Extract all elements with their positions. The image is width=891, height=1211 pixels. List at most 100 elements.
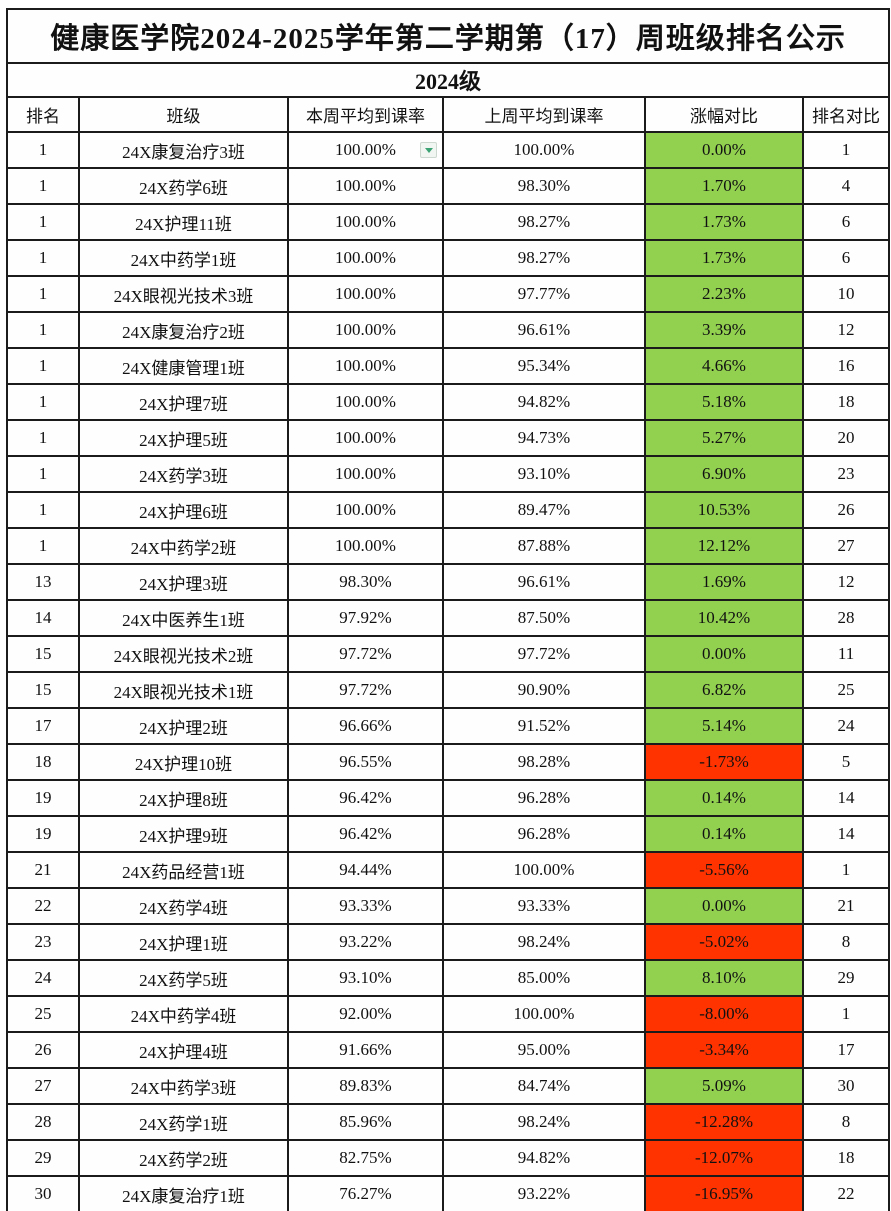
class-name-cell: 24X护理7班: [78, 383, 289, 421]
table-row: 1 24X药学3班 100.00% 93.10% 6.90% 23: [6, 455, 891, 493]
table-row: 22 24X药学4班 93.33% 93.33% 0.00% 21: [6, 887, 891, 925]
class-name-cell: 24X护理4班: [78, 1031, 289, 1069]
rank-cell: 17: [6, 707, 80, 745]
table-row: 1 24X康复治疗3班 100.00% 100.00% 0.00% 1: [6, 131, 891, 169]
rank-cell: 1: [6, 491, 80, 529]
this-week-rate-cell: 100.00%: [287, 311, 444, 349]
last-week-rate-cell: 98.27%: [442, 203, 646, 241]
table-body: 1 24X康复治疗3班 100.00% 100.00% 0.00% 1 1 24X药学6班 10…: [6, 131, 891, 1211]
rank-cell: 18: [6, 743, 80, 781]
rank-compare-cell: 29: [801, 959, 891, 997]
table-row: 1 24X中药学1班 100.00% 98.27% 1.73% 6: [6, 239, 891, 277]
last-week-rate-cell: 100.00%: [442, 995, 646, 1033]
rank-cell: 23: [6, 923, 80, 961]
class-name-cell: 24X护理5班: [78, 419, 289, 457]
change-cell: 12.12%: [644, 527, 804, 565]
rank-compare-cell: 18: [801, 383, 891, 421]
rank-compare-cell: 20: [801, 419, 891, 457]
class-name-cell: 24X药品经营1班: [78, 851, 289, 889]
class-name-cell: 24X健康管理1班: [78, 347, 289, 385]
table-row: 1 24X药学6班 100.00% 98.30% 1.70% 4: [6, 167, 891, 205]
table-row: 1 24X康复治疗2班 100.00% 96.61% 3.39% 12: [6, 311, 891, 349]
column-header: 排名对比: [801, 96, 891, 133]
change-cell: 3.39%: [644, 311, 804, 349]
page-title: 健康医学院2024-2025学年第二学期第（17）周班级排名公示: [5, 8, 891, 64]
rank-compare-cell: 1: [801, 851, 891, 889]
last-week-rate-cell: 94.73%: [442, 419, 646, 457]
rank-cell: 22: [6, 887, 80, 925]
last-week-rate-cell: 96.28%: [442, 815, 646, 853]
rank-compare-cell: 30: [801, 1067, 891, 1105]
this-week-rate-cell: 96.55%: [287, 743, 444, 781]
change-cell: 0.00%: [644, 635, 804, 673]
last-week-rate-cell: 98.24%: [442, 1103, 646, 1141]
rank-cell: 1: [6, 311, 80, 349]
filter-dropdown-icon[interactable]: [420, 142, 437, 158]
this-week-rate-cell: 100.00%: [287, 167, 444, 205]
column-header: 排名: [6, 96, 80, 133]
last-week-rate-cell: 90.90%: [442, 671, 646, 709]
class-name-cell: 24X护理6班: [78, 491, 289, 529]
rank-cell: 24: [6, 959, 80, 997]
change-cell: 1.69%: [644, 563, 804, 601]
change-cell: 6.82%: [644, 671, 804, 709]
last-week-rate-cell: 97.72%: [442, 635, 646, 673]
change-cell: 1.73%: [644, 203, 804, 241]
table-row: 24 24X药学5班 93.10% 85.00% 8.10% 29: [6, 959, 891, 997]
this-week-rate-cell: 93.10%: [287, 959, 444, 997]
change-cell: 5.18%: [644, 383, 804, 421]
rank-compare-cell: 27: [801, 527, 891, 565]
this-week-rate-cell: 100.00%: [287, 527, 444, 565]
table-row: 1 24X健康管理1班 100.00% 95.34% 4.66% 16: [6, 347, 891, 385]
rank-compare-cell: 26: [801, 491, 891, 529]
this-week-rate-cell: 96.42%: [287, 779, 444, 817]
table-row: 1 24X中药学2班 100.00% 87.88% 12.12% 27: [6, 527, 891, 565]
rank-cell: 1: [6, 347, 80, 385]
rank-compare-cell: 8: [801, 1103, 891, 1141]
rank-compare-cell: 11: [801, 635, 891, 673]
change-cell: 4.66%: [644, 347, 804, 385]
grade-row: 2024级: [5, 62, 891, 98]
class-name-cell: 24X护理9班: [78, 815, 289, 853]
rank-compare-cell: 10: [801, 275, 891, 313]
this-week-rate-cell: 100.00%: [287, 239, 444, 277]
this-week-rate-cell: 100.00%: [287, 491, 444, 529]
class-name-cell: 24X药学5班: [78, 959, 289, 997]
rank-compare-cell: 6: [801, 239, 891, 277]
class-ranking-table: 健康医学院2024-2025学年第二学期第（17）周班级排名公示 2024级 排…: [5, 8, 891, 1211]
class-name-cell: 24X中药学2班: [78, 527, 289, 565]
last-week-rate-cell: 94.82%: [442, 1139, 646, 1177]
table-row: 1 24X护理5班 100.00% 94.73% 5.27% 20: [6, 419, 891, 457]
change-cell: -12.28%: [644, 1103, 804, 1141]
this-week-rate-cell: 100.00%: [287, 383, 444, 421]
table-row: 17 24X护理2班 96.66% 91.52% 5.14% 24: [6, 707, 891, 745]
table-row: 13 24X护理3班 98.30% 96.61% 1.69% 12: [6, 563, 891, 601]
change-cell: 0.14%: [644, 815, 804, 853]
last-week-rate-cell: 93.22%: [442, 1175, 646, 1211]
table-row: 25 24X中药学4班 92.00% 100.00% -8.00% 1: [6, 995, 891, 1033]
last-week-rate-cell: 96.61%: [442, 563, 646, 601]
this-week-rate-cell: 92.00%: [287, 995, 444, 1033]
rank-cell: 1: [6, 239, 80, 277]
change-cell: 6.90%: [644, 455, 804, 493]
table-row: 15 24X眼视光技术1班 97.72% 90.90% 6.82% 25: [6, 671, 891, 709]
this-week-rate-cell: 97.72%: [287, 671, 444, 709]
table-row: 21 24X药品经营1班 94.44% 100.00% -5.56% 1: [6, 851, 891, 889]
table-row: 14 24X中医养生1班 97.92% 87.50% 10.42% 28: [6, 599, 891, 637]
last-week-rate-cell: 97.77%: [442, 275, 646, 313]
change-cell: 2.23%: [644, 275, 804, 313]
change-cell: 10.53%: [644, 491, 804, 529]
rank-compare-cell: 17: [801, 1031, 891, 1069]
column-header: 上周平均到课率: [442, 96, 646, 133]
last-week-rate-cell: 89.47%: [442, 491, 646, 529]
change-cell: 1.70%: [644, 167, 804, 205]
rank-cell: 1: [6, 383, 80, 421]
this-week-rate-cell: 96.42%: [287, 815, 444, 853]
last-week-rate-cell: 95.34%: [442, 347, 646, 385]
rank-compare-cell: 6: [801, 203, 891, 241]
rank-compare-cell: 16: [801, 347, 891, 385]
column-header: 涨幅对比: [644, 96, 804, 133]
table-row: 19 24X护理8班 96.42% 96.28% 0.14% 14: [6, 779, 891, 817]
rank-compare-cell: 1: [801, 995, 891, 1033]
